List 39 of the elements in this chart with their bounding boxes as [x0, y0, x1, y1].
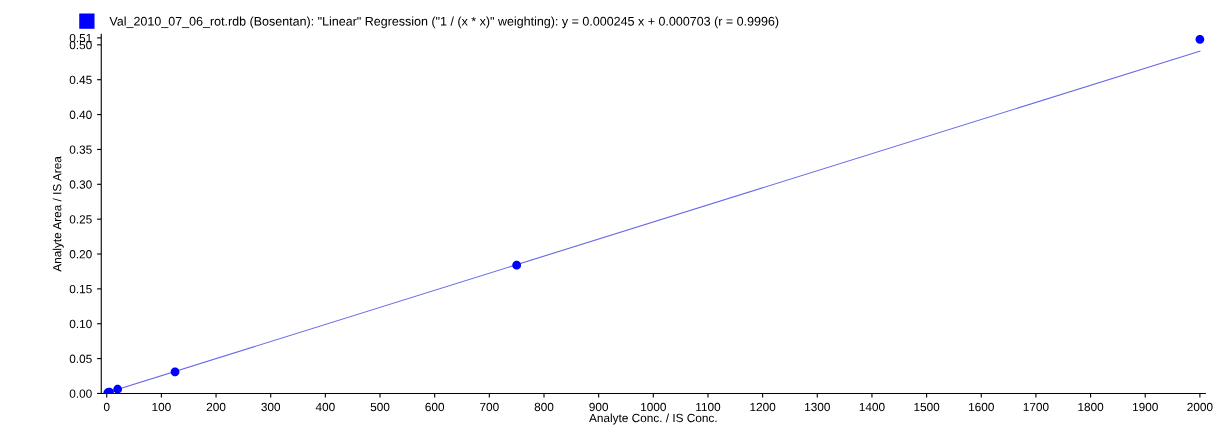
x-tick-label: 1100: [696, 402, 721, 412]
y-axis-title: Analyte Area / IS Area: [52, 156, 64, 272]
point: [1195, 34, 1205, 44]
x-tick-label: 500: [370, 402, 390, 412]
x-tick-label: 1800: [1078, 402, 1104, 412]
x-tick-label: 1200: [750, 402, 776, 412]
y-tick-label: 0.40: [69, 110, 92, 119]
x-tick-label: 700: [480, 402, 499, 412]
x-tick-label: 1300: [805, 402, 830, 412]
x-tick-label: 200: [206, 402, 226, 412]
x-tick-label: 1500: [914, 402, 940, 412]
y-tick-label: 0.45: [69, 75, 92, 85]
y-tick-label: 0.50: [69, 40, 92, 50]
x-axis-title: Analyte Conc. / IS Conc.: [589, 413, 717, 425]
point: [113, 384, 123, 394]
point: [512, 260, 522, 270]
y-tick-label: 0.20: [69, 250, 92, 259]
y-tick-label: 0.05: [69, 354, 92, 363]
x-tick-label: 0: [103, 402, 110, 412]
x-tick-label: 100: [152, 402, 171, 412]
x-tick-label: 300: [261, 402, 281, 412]
x-tick-label: 400: [315, 402, 335, 412]
y-tick-label: 0.35: [69, 145, 92, 154]
x-tick-label: 800: [534, 402, 554, 412]
x-tick-label: 600: [425, 402, 445, 412]
point: [170, 367, 180, 377]
x-tick-label: 1700: [1023, 402, 1049, 412]
y-tick-label: 0.25: [69, 215, 92, 224]
y-tick-label: 0.30: [69, 180, 92, 189]
x-tick-label: 900: [589, 402, 609, 412]
y-tick-label: 0.10: [69, 319, 92, 329]
y-tick-label: 0.15: [69, 284, 92, 294]
x-tick-label: 2000: [1187, 402, 1213, 412]
x-tick-label: 1600: [969, 402, 994, 412]
y-tick-label: 0.00: [69, 389, 92, 398]
x-tick-label: 1400: [859, 402, 885, 412]
x-tick-label: 1900: [1133, 402, 1158, 412]
legend-label: Val_2010_07_06_rot.rdb (Bosentan): "Linear" Regression ("1 / (x * x)" weighting): y = 0.000245 x + 0.000703 (r = 0.9996): [109, 16, 779, 29]
x-tick-label: 1000: [641, 402, 666, 412]
